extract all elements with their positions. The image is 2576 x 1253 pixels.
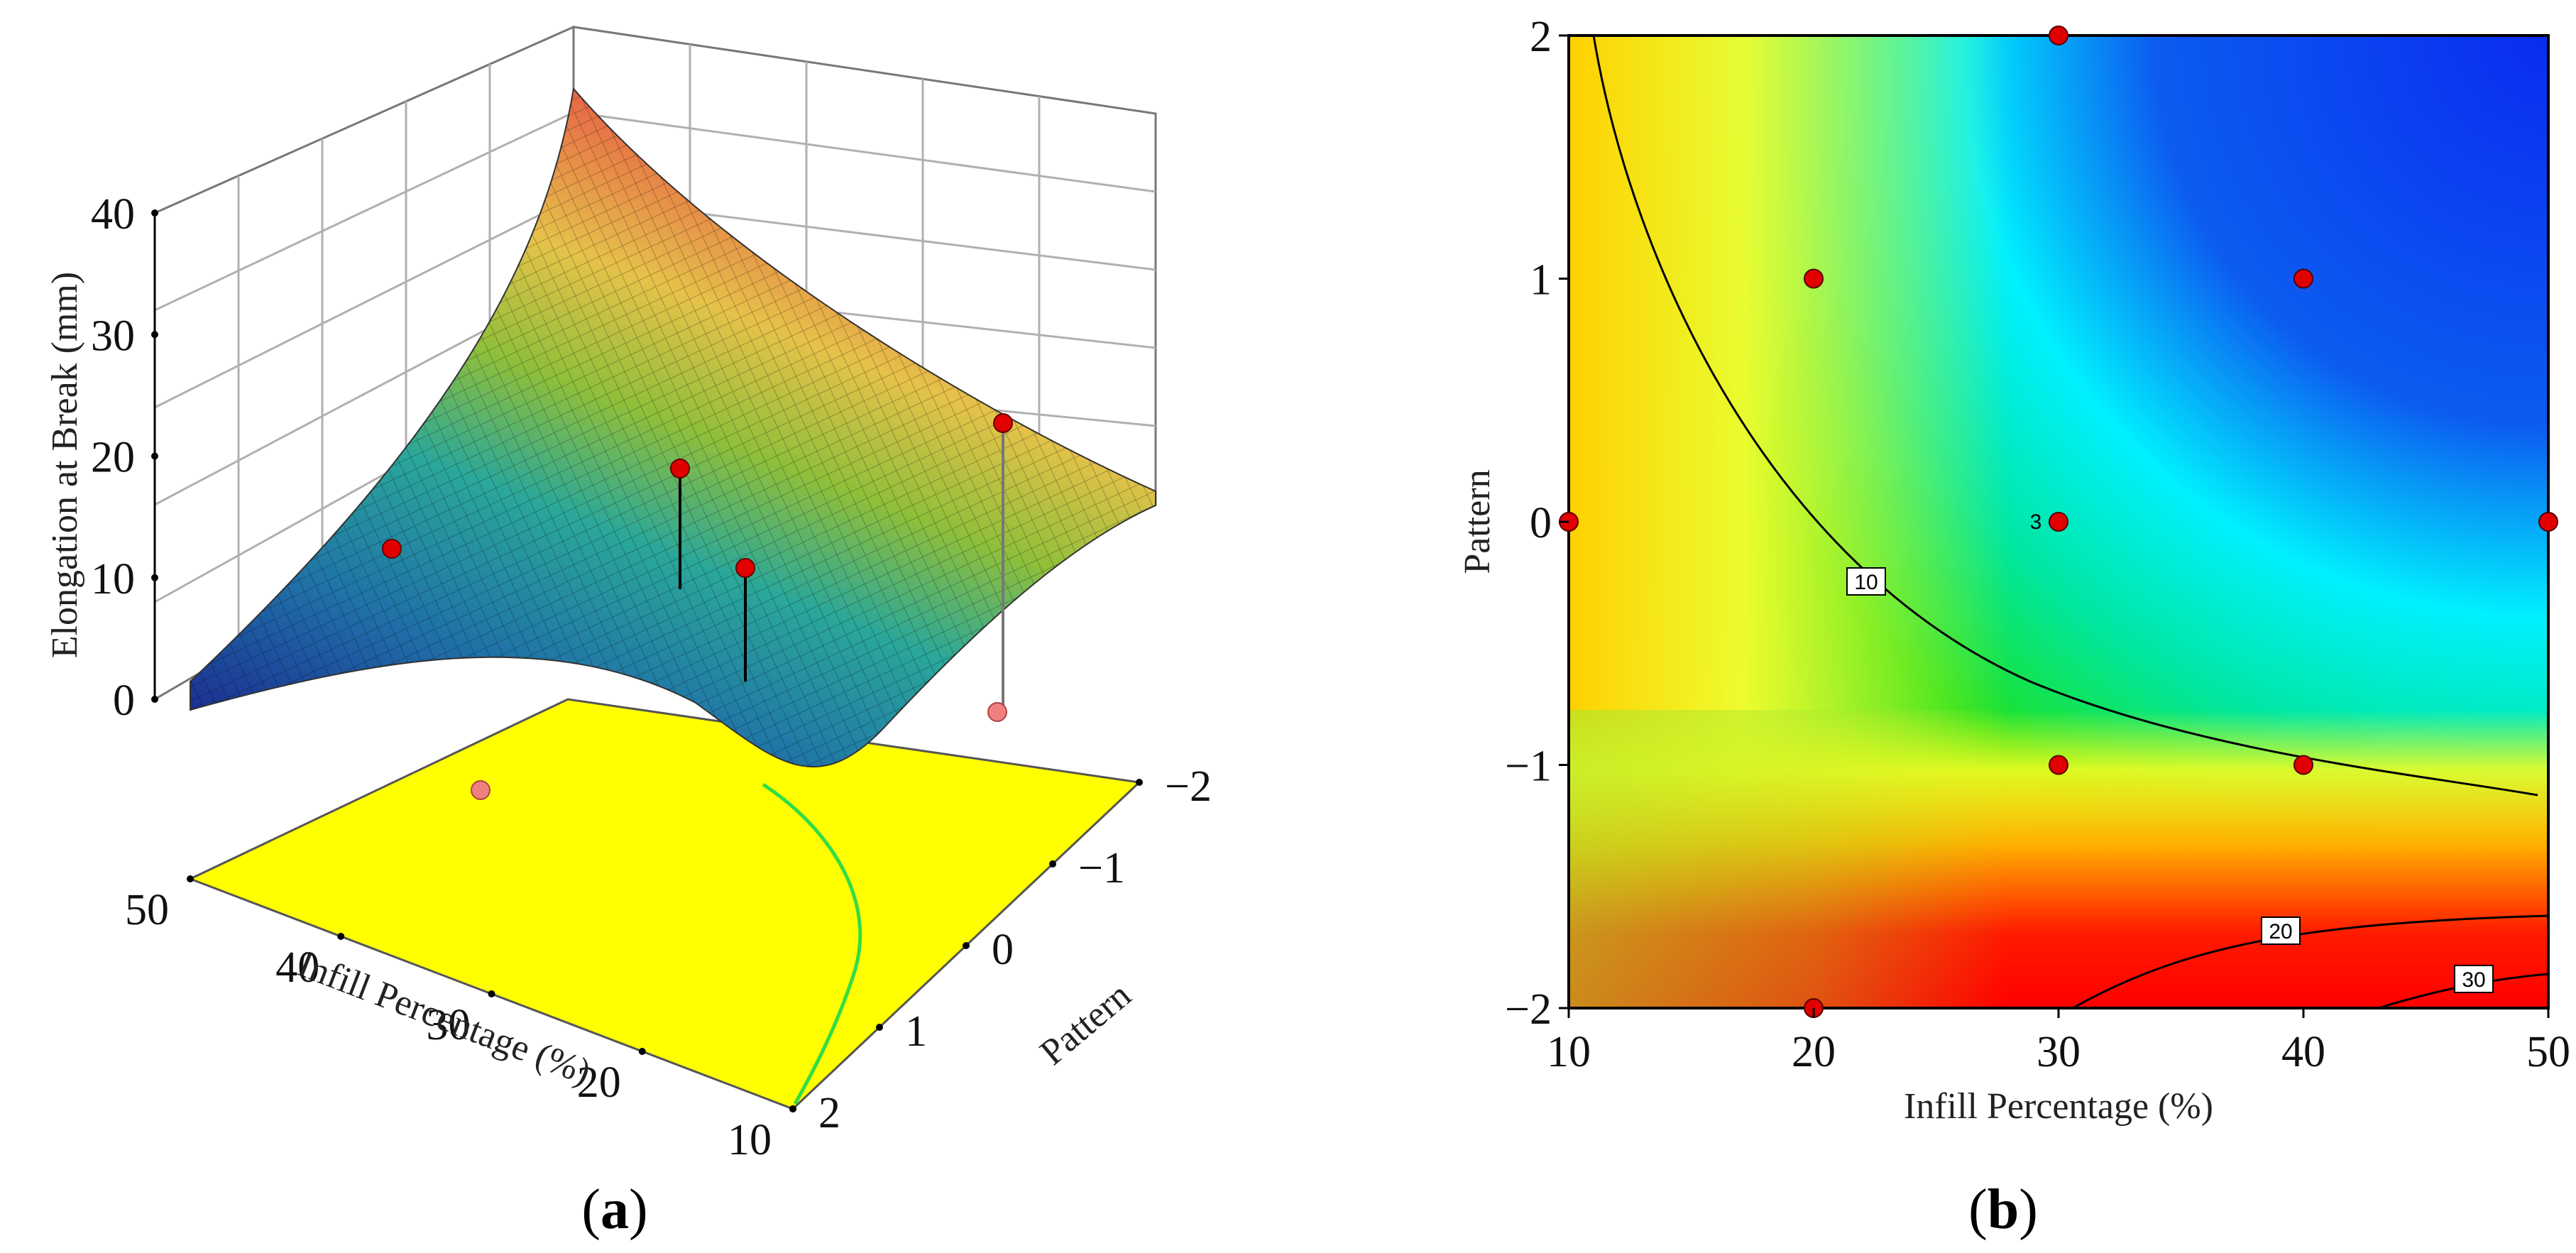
grid-line — [154, 197, 574, 409]
z-tick-label: 20 — [91, 434, 135, 482]
x-tick-mark — [638, 1048, 646, 1055]
z-tick-mark — [151, 209, 158, 217]
replicate-count: 3 — [2030, 510, 2042, 534]
floor-plane — [187, 698, 1142, 1110]
y-axis-label: Pattern — [1457, 469, 1498, 574]
x-tick-label: 20 — [577, 1058, 621, 1107]
y-tick-mark — [1049, 860, 1056, 868]
y-tick-label: 0 — [992, 926, 1014, 974]
x-tick-label: 40 — [2281, 1028, 2325, 1076]
floor-contour — [762, 782, 862, 1105]
panel-label-a: (a) — [581, 1178, 647, 1241]
y-ticks-3d: −2 −1 0 1 2 — [789, 762, 1212, 1137]
x-tick-label: 30 — [427, 1001, 471, 1049]
contour-bottom-left-mix — [1569, 710, 2548, 1008]
contour-line-10 — [1592, 35, 2538, 797]
x-axis-label: Infill Percentage (%) — [1904, 1086, 2213, 1127]
design-point — [1804, 268, 1824, 289]
x-tick-mark — [187, 875, 194, 882]
x-tick-label: 30 — [2037, 1028, 2081, 1076]
x-tick-label: 10 — [728, 1116, 772, 1164]
design-point — [2049, 512, 2068, 532]
z-axis-label: Elongation at Break (mm) — [45, 272, 85, 658]
x-tick-mark — [488, 990, 495, 997]
x-tick-label: 40 — [275, 943, 319, 992]
contour-label-box — [2454, 965, 2494, 993]
design-point — [2293, 755, 2313, 775]
y-tick-label: 0 — [1530, 499, 1552, 547]
z-tick-mark — [151, 452, 158, 460]
x-ticks: 10 20 30 40 50 — [1547, 1008, 2570, 1076]
z-tick-mark — [151, 696, 158, 703]
design-points-3d — [382, 413, 1013, 800]
z-tick-label: 30 — [91, 312, 135, 360]
design-point — [735, 558, 755, 578]
y-tick-label: −2 — [1165, 762, 1212, 811]
y-tick-mark — [876, 1024, 883, 1031]
panel-label-b: (b) — [1968, 1178, 2038, 1241]
y-axis-label-3d: Pattern — [1033, 975, 1139, 1073]
contour-label-10: 10 — [1854, 571, 1878, 594]
x-tick-label: 50 — [2526, 1028, 2570, 1076]
design-point — [2293, 268, 2313, 289]
z-tick-mark — [151, 331, 158, 339]
y-tick-label: 2 — [818, 1089, 840, 1137]
design-point — [2049, 755, 2068, 775]
design-points — [1559, 26, 2558, 1018]
z-tick-label: 10 — [91, 555, 135, 603]
y-tick-label: 1 — [905, 1007, 927, 1056]
design-point — [382, 539, 402, 559]
y-tick-label: −2 — [1505, 985, 1552, 1034]
contour-label-box — [2261, 917, 2301, 945]
y-tick-label: 2 — [1530, 13, 1552, 61]
design-point-below — [987, 702, 1007, 722]
contour-label-30: 30 — [2462, 968, 2485, 992]
z-ticks: 0 10 20 30 40 — [91, 190, 158, 725]
y-tick-mark — [1136, 779, 1143, 786]
x-tick-label: 10 — [1547, 1028, 1591, 1076]
design-point — [670, 459, 690, 478]
y-tick-mark — [963, 942, 970, 949]
z-tick-label: 40 — [91, 190, 135, 239]
design-point — [2049, 26, 2068, 45]
z-tick-label: 0 — [113, 677, 135, 725]
y-tick-label: −1 — [1078, 844, 1125, 892]
x-tick-label: 50 — [125, 886, 169, 934]
surface-mesh — [190, 89, 1156, 767]
contour-label-20: 20 — [2269, 920, 2292, 943]
y-tick-mark — [789, 1105, 796, 1112]
grid-line — [154, 111, 574, 312]
x-tick-mark — [337, 933, 345, 940]
grid-line — [573, 111, 1156, 193]
z-tick-mark — [151, 574, 158, 581]
design-point-below — [471, 780, 490, 800]
y-tick-label: −1 — [1505, 743, 1552, 791]
contour-plot-panel: 10 20 30 3 10 20 30 40 50 −2 −1 0 1 2 Infill Per… — [1457, 13, 2570, 1241]
design-point — [2538, 512, 2558, 532]
design-point — [993, 413, 1013, 433]
y-ticks: −2 −1 0 1 2 — [1505, 13, 1569, 1034]
x-ticks-3d: 50 40 30 20 10 — [125, 875, 796, 1164]
x-tick-label: 20 — [1792, 1028, 1836, 1076]
contour-label-box — [1846, 567, 1886, 596]
y-tick-label: 1 — [1530, 256, 1552, 305]
